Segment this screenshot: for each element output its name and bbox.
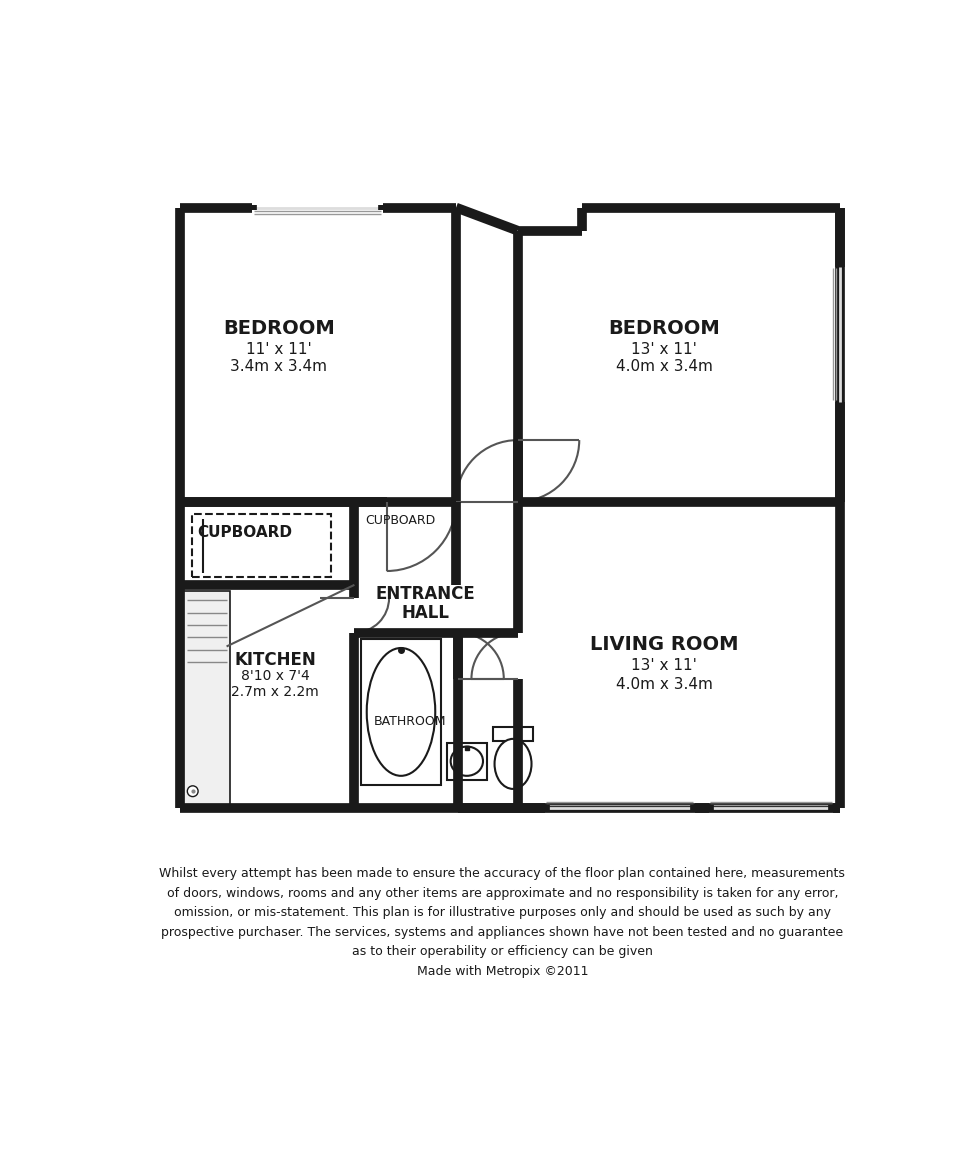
Text: 4.0m x 3.4m: 4.0m x 3.4m <box>615 677 712 692</box>
Bar <box>447 743 487 779</box>
Ellipse shape <box>367 648 435 776</box>
Text: 13' x 11': 13' x 11' <box>631 341 697 356</box>
Text: ENTRANCE: ENTRANCE <box>375 585 475 603</box>
Text: 2.7m x 2.2m: 2.7m x 2.2m <box>231 685 318 699</box>
Text: BATHROOM: BATHROOM <box>373 714 446 728</box>
Text: CUPBOARD: CUPBOARD <box>366 515 436 528</box>
Text: 13' x 11': 13' x 11' <box>631 658 697 673</box>
Text: 4.0m x 3.4m: 4.0m x 3.4m <box>615 360 712 374</box>
Text: 8'10 x 7'4: 8'10 x 7'4 <box>241 670 310 684</box>
Text: BEDROOM: BEDROOM <box>223 319 335 338</box>
Bar <box>183 591 229 805</box>
Ellipse shape <box>451 747 483 776</box>
Text: 3.4m x 3.4m: 3.4m x 3.4m <box>230 360 327 374</box>
Text: BEDROOM: BEDROOM <box>608 319 720 338</box>
Text: KITCHEN: KITCHEN <box>234 650 316 669</box>
Text: HALL: HALL <box>401 603 449 622</box>
Circle shape <box>187 786 198 797</box>
Text: Whilst every attempt has been made to ensure the accuracy of the floor plan cont: Whilst every attempt has been made to en… <box>160 868 845 977</box>
Ellipse shape <box>495 739 531 789</box>
Bar <box>361 638 441 785</box>
Text: CUPBOARD: CUPBOARD <box>197 525 292 541</box>
Bar <box>180 207 840 809</box>
Bar <box>493 727 533 741</box>
Text: LIVING ROOM: LIVING ROOM <box>590 635 738 654</box>
Bar <box>192 514 331 577</box>
Text: 11' x 11': 11' x 11' <box>246 341 312 356</box>
